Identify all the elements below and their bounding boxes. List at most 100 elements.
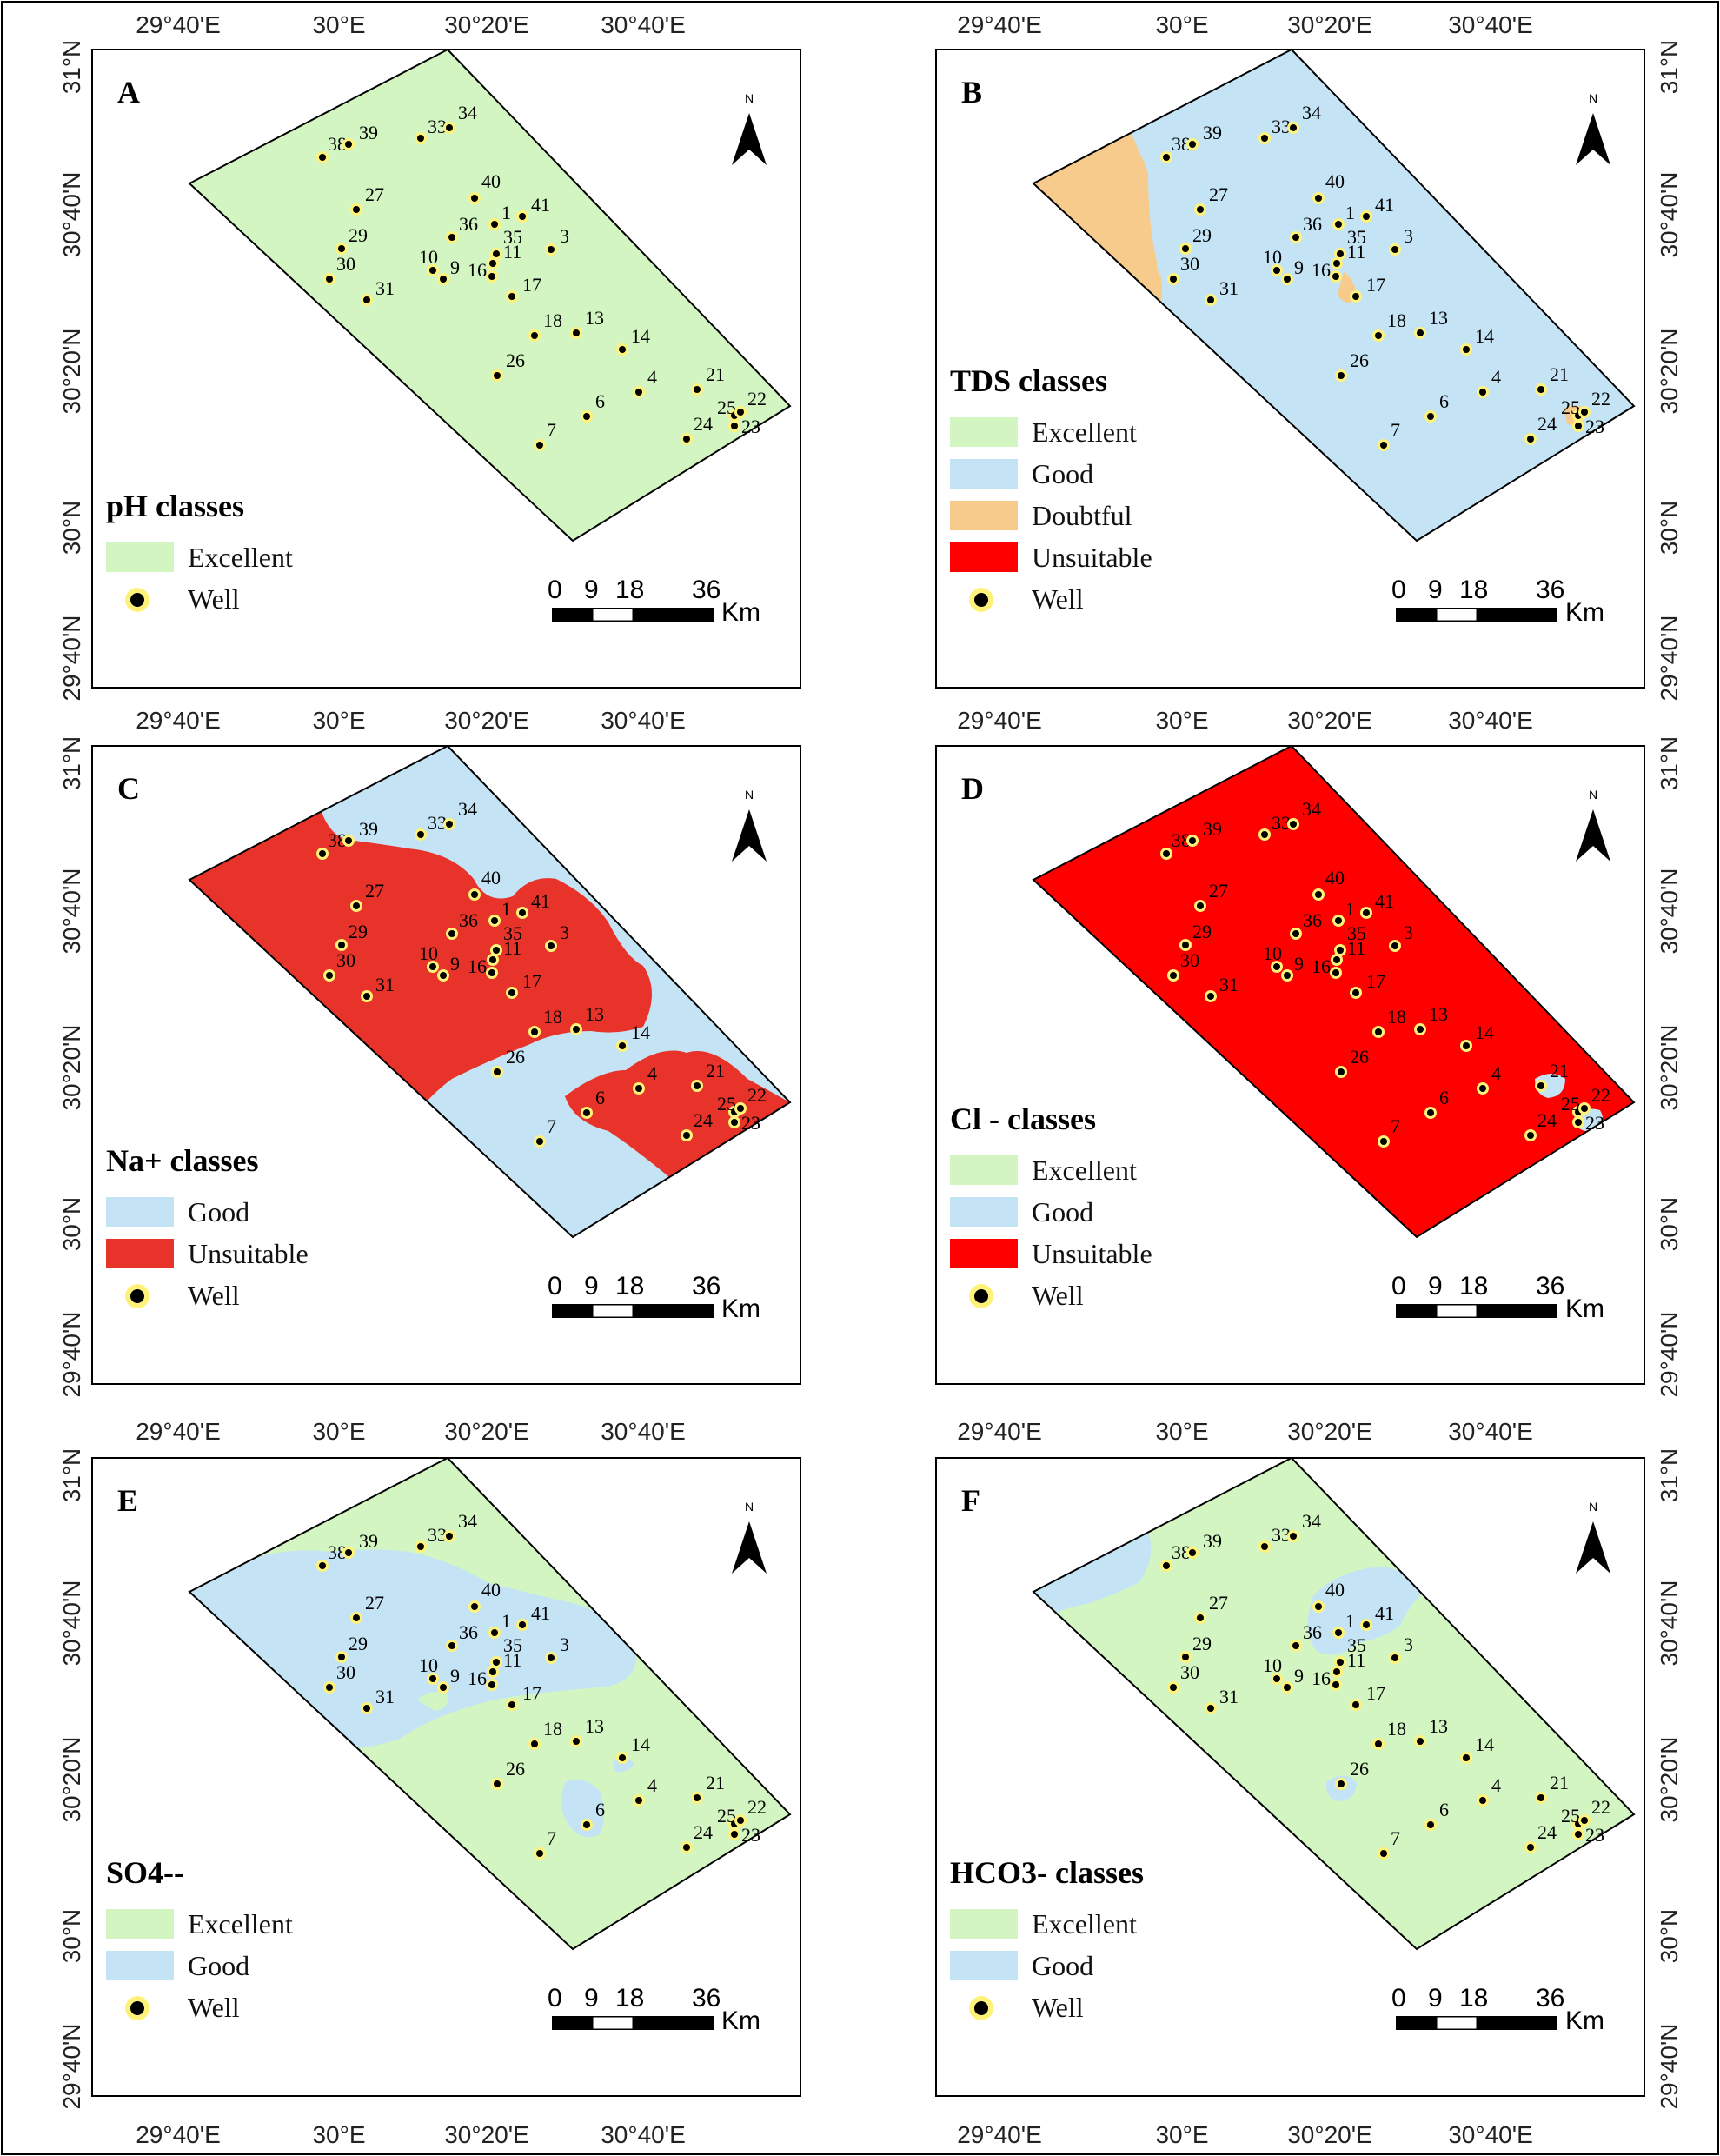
well-legend-dot bbox=[974, 593, 988, 607]
well-marker: 41 bbox=[516, 890, 550, 919]
well-dot bbox=[531, 1028, 538, 1035]
well-dot bbox=[1284, 1684, 1291, 1691]
well-dot bbox=[519, 1621, 526, 1628]
well-dot bbox=[1315, 1603, 1322, 1610]
well-marker: 18 bbox=[1372, 1006, 1406, 1038]
well-dot bbox=[1207, 296, 1214, 303]
well-marker: 22 bbox=[734, 388, 767, 418]
well-marker: 36 bbox=[1290, 909, 1322, 940]
well-label: 38 bbox=[1172, 1541, 1191, 1563]
well-dot bbox=[536, 442, 543, 449]
well-dot bbox=[353, 206, 360, 213]
well-marker: 26 bbox=[491, 349, 525, 382]
well-marker: 27 bbox=[350, 1592, 384, 1624]
legend-label: Well bbox=[1032, 1992, 1084, 2023]
scale-unit: Km bbox=[721, 2006, 760, 2035]
well-label: 27 bbox=[365, 183, 384, 205]
well-label: 34 bbox=[458, 102, 477, 123]
well-dot bbox=[326, 276, 333, 283]
well-marker: 17 bbox=[1350, 1682, 1385, 1711]
well-dot bbox=[1261, 135, 1268, 142]
well-label: 40 bbox=[1325, 1579, 1345, 1600]
well-marker: 34 bbox=[443, 1510, 477, 1542]
well-dot bbox=[319, 850, 326, 857]
well-label: 1 bbox=[1345, 202, 1355, 223]
well-marker: 4 bbox=[1477, 366, 1501, 398]
x-coordinate-label: 30°20'E bbox=[444, 11, 529, 38]
y-coordinate-label: 30°40'N bbox=[1656, 868, 1683, 954]
well-dot bbox=[1197, 902, 1204, 909]
well-marker: 17 bbox=[1350, 274, 1385, 303]
well-label: 9 bbox=[450, 256, 460, 278]
well-marker: 16 bbox=[468, 1667, 498, 1691]
legend-swatch bbox=[950, 1909, 1018, 1939]
well-dot bbox=[440, 276, 447, 283]
legend-swatch bbox=[106, 1197, 174, 1227]
well-label: 10 bbox=[1263, 942, 1282, 964]
legend-label: Excellent bbox=[1032, 416, 1137, 448]
scale-unit: Km bbox=[1565, 1294, 1604, 1323]
well-marker: 16 bbox=[468, 259, 498, 283]
well-dot bbox=[1380, 442, 1387, 449]
well-label: 27 bbox=[1209, 880, 1228, 902]
well-label: 41 bbox=[531, 194, 550, 216]
well-label: 17 bbox=[1366, 1682, 1385, 1704]
x-coordinate-label: 30°20'E bbox=[1287, 11, 1372, 38]
x-coordinate-label: 30°40'E bbox=[601, 2121, 686, 2148]
class-zones bbox=[1033, 812, 1634, 1214]
legend-swatch bbox=[950, 1951, 1018, 1980]
well-marker: 14 bbox=[1460, 1733, 1494, 1764]
well-label: 22 bbox=[747, 1084, 767, 1106]
legend-item: Well bbox=[969, 1280, 1084, 1311]
well-dot bbox=[1189, 837, 1196, 844]
well-marker: 40 bbox=[468, 1579, 501, 1613]
legend-item: Excellent bbox=[950, 416, 1137, 448]
well-label: 14 bbox=[631, 1021, 650, 1043]
well-label: 31 bbox=[375, 974, 395, 995]
legend-swatch bbox=[106, 1909, 174, 1939]
well-marker: 31 bbox=[361, 277, 395, 306]
well-label: 24 bbox=[694, 1109, 713, 1131]
well-legend-dot bbox=[130, 1289, 144, 1303]
well-dot bbox=[1581, 409, 1588, 416]
well-marker: 10 bbox=[1263, 246, 1283, 276]
well-marker: 11 bbox=[1331, 1649, 1365, 1678]
well-label: 11 bbox=[1347, 241, 1365, 263]
legend-label: Good bbox=[1032, 458, 1093, 489]
x-coordinate-label: 30°40'E bbox=[1448, 11, 1533, 38]
well-marker: 40 bbox=[1312, 1579, 1345, 1613]
y-coordinate-label: 30°20'N bbox=[58, 1736, 85, 1822]
well-dot bbox=[338, 942, 345, 948]
well-marker: 27 bbox=[350, 880, 384, 912]
well-label: 21 bbox=[706, 363, 725, 385]
well-marker: 24 bbox=[681, 413, 713, 445]
well-dot bbox=[429, 267, 436, 274]
well-label: 27 bbox=[1209, 183, 1228, 205]
well-marker: 29 bbox=[335, 1633, 368, 1663]
well-dot bbox=[737, 1817, 744, 1824]
scale-tick: 0 bbox=[1391, 1984, 1406, 2013]
well-dot bbox=[619, 1754, 626, 1761]
well-marker: 13 bbox=[1414, 307, 1448, 339]
legend-label: Well bbox=[188, 1992, 240, 2023]
well-marker: 7 bbox=[534, 419, 556, 451]
well-label: 36 bbox=[459, 213, 478, 235]
well-label: 4 bbox=[647, 1774, 657, 1796]
well-label: 10 bbox=[1263, 246, 1282, 268]
well-dot bbox=[1273, 1675, 1280, 1682]
north-arrow-icon: N bbox=[732, 1500, 767, 1574]
legend-label: Unsuitable bbox=[188, 1238, 309, 1269]
well-label: 40 bbox=[1325, 170, 1345, 192]
well-marker: 39 bbox=[342, 1530, 378, 1559]
north-label: N bbox=[1589, 1500, 1597, 1514]
well-marker: 38 bbox=[1160, 1541, 1191, 1572]
well-label: 40 bbox=[481, 170, 501, 192]
well-dot bbox=[494, 1068, 501, 1075]
well-marker: 27 bbox=[1194, 880, 1228, 912]
well-marker: 25 bbox=[717, 1093, 740, 1118]
well-dot bbox=[619, 1042, 626, 1049]
well-label: 25 bbox=[717, 1805, 736, 1827]
well-marker: 6 bbox=[1424, 390, 1449, 423]
well-dot bbox=[1479, 389, 1486, 396]
